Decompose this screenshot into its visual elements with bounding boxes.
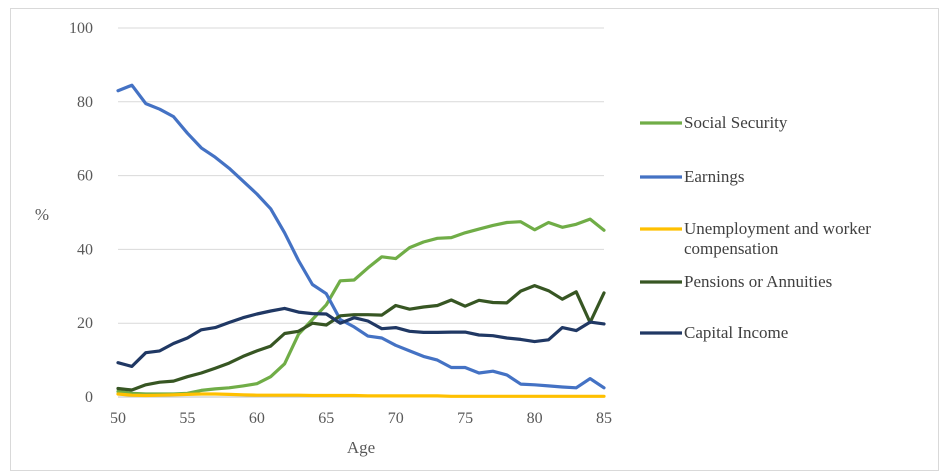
x-tick-label: 65 bbox=[318, 410, 334, 427]
legend-label: Pensions or Annuities bbox=[684, 272, 832, 291]
x-tick-label: 60 bbox=[249, 410, 265, 427]
y-tick-label: 0 bbox=[85, 389, 93, 406]
y-tick-label: 20 bbox=[77, 315, 93, 332]
y-axis-label: % bbox=[35, 205, 49, 224]
x-axis-label: Age bbox=[347, 438, 375, 457]
y-tick-label: 100 bbox=[69, 20, 93, 37]
legend-label: Earnings bbox=[684, 167, 744, 186]
x-tick-label: 55 bbox=[179, 410, 195, 427]
x-tick-label: 50 bbox=[110, 410, 126, 427]
series-line bbox=[116, 83, 606, 390]
x-tick-label: 75 bbox=[457, 410, 473, 427]
legend-label: Unemployment and worker compensation bbox=[684, 219, 871, 258]
legend-label: Social Security bbox=[684, 113, 788, 132]
x-tick-label: 80 bbox=[527, 410, 543, 427]
series-line bbox=[116, 306, 606, 368]
x-tick-label: 70 bbox=[388, 410, 404, 427]
y-tick-label: 80 bbox=[77, 94, 93, 111]
series-line bbox=[116, 217, 606, 396]
y-tick-label: 40 bbox=[77, 241, 93, 258]
x-tick-label: 85 bbox=[596, 410, 612, 427]
y-tick-label: 60 bbox=[77, 168, 93, 185]
series-line bbox=[116, 392, 606, 398]
legend-label: Capital Income bbox=[684, 323, 788, 342]
series-line bbox=[116, 284, 606, 392]
